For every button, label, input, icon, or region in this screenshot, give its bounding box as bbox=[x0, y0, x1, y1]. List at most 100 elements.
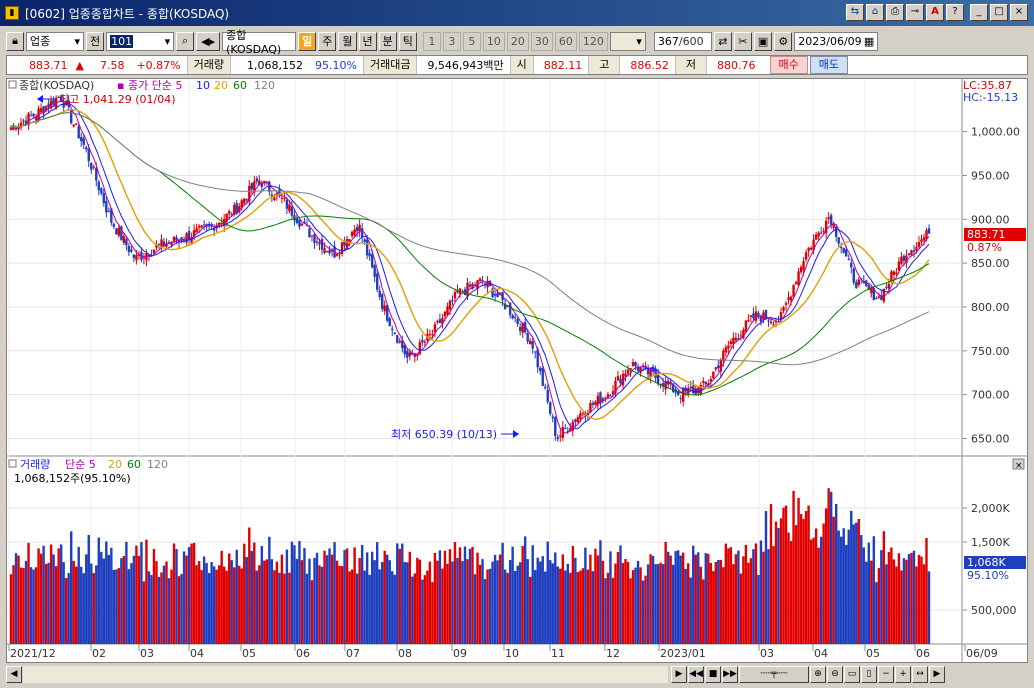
period-tick-button[interactable]: 틱 bbox=[398, 31, 417, 51]
split-icon[interactable]: ▯ bbox=[861, 665, 877, 683]
volume-bar bbox=[240, 568, 243, 644]
interval-30-button[interactable]: 30 bbox=[530, 31, 553, 51]
ma20-line bbox=[10, 108, 930, 421]
scroll-track[interactable] bbox=[23, 665, 668, 683]
interval-3-button[interactable]: 3 bbox=[442, 31, 461, 51]
volume-bar bbox=[697, 552, 700, 644]
candle-body bbox=[534, 351, 537, 353]
period-year-button[interactable]: 년 bbox=[358, 31, 377, 51]
print-icon[interactable]: ⎙ bbox=[886, 4, 904, 21]
candle-body bbox=[100, 188, 103, 194]
count-input[interactable]: 367/600 bbox=[653, 31, 712, 51]
scroll-right-icon[interactable]: ▶ bbox=[929, 665, 945, 683]
fast-forward-icon[interactable]: ▶▶ bbox=[722, 665, 738, 683]
price-volume-chart[interactable]: 종합(KOSDAQ) ▪ 종가 단순 5 10 20 60 120 LC:35.… bbox=[7, 79, 1027, 662]
volume-bar bbox=[872, 536, 876, 644]
stop-icon[interactable]: ■ bbox=[705, 665, 721, 683]
volume-bar bbox=[243, 543, 246, 644]
candle-body bbox=[165, 243, 168, 247]
zoom-in-icon[interactable]: ⊕ bbox=[810, 665, 826, 683]
code-input[interactable]: 101 ▾ bbox=[106, 31, 175, 51]
maximize-icon[interactable]: □ bbox=[990, 4, 1008, 21]
candle-body bbox=[912, 250, 916, 252]
home-icon[interactable]: ⌂ bbox=[866, 4, 884, 21]
plus-icon[interactable]: + bbox=[895, 665, 911, 683]
lock-icon[interactable]: 🔒︎ bbox=[6, 31, 24, 51]
volume-bar bbox=[433, 552, 437, 644]
candle-body bbox=[544, 386, 547, 389]
volume-bar bbox=[54, 566, 58, 644]
scissors-icon[interactable]: ✂ bbox=[733, 31, 752, 51]
date-input[interactable]: 2023/06/09 ▦ bbox=[794, 31, 879, 51]
candle-body bbox=[784, 303, 788, 305]
interval-20-button[interactable]: 20 bbox=[506, 31, 529, 51]
help-icon[interactable]: ? bbox=[946, 4, 964, 21]
period-week-button[interactable]: 주 bbox=[318, 31, 337, 51]
zoom-slider[interactable]: ┄┄╤┄┄ bbox=[739, 665, 809, 683]
chevron-down-icon: ▾ bbox=[636, 34, 642, 48]
arrows-icon[interactable]: ⇄ bbox=[713, 31, 732, 51]
chart-area[interactable]: 종합(KOSDAQ) ▪ 종가 단순 5 10 20 60 120 LC:35.… bbox=[6, 78, 1028, 663]
volume-bar bbox=[90, 563, 93, 644]
layout-icon[interactable]: ▭ bbox=[844, 665, 860, 683]
save-icon[interactable]: ▣ bbox=[753, 31, 773, 51]
scroll-left-icon[interactable]: ◀ bbox=[6, 665, 22, 683]
arrows-icon[interactable]: ↔ bbox=[912, 665, 928, 683]
period-minute-button[interactable]: 분 bbox=[378, 31, 397, 51]
x-tick-label: 05 bbox=[242, 647, 256, 660]
period-month-button[interactable]: 월 bbox=[338, 31, 357, 51]
link-icon[interactable]: ⇆ bbox=[846, 4, 864, 21]
volume-bar bbox=[528, 576, 532, 644]
volume-bar bbox=[451, 561, 454, 644]
interval-1-button[interactable]: 1 bbox=[422, 31, 441, 51]
prev-button[interactable]: 전 bbox=[86, 31, 105, 51]
interval-60-button[interactable]: 60 bbox=[554, 31, 577, 51]
play-icon[interactable]: ▶ bbox=[671, 665, 687, 683]
interval-custom-select[interactable]: ▾ bbox=[609, 31, 646, 51]
candle-body bbox=[832, 223, 835, 229]
volume-bar bbox=[115, 569, 118, 644]
high-marker: 최고 1,041.29 (01/04) bbox=[37, 93, 176, 106]
volume-bar bbox=[676, 550, 680, 644]
candle-body bbox=[882, 288, 886, 302]
period-day-button[interactable]: 일 bbox=[298, 31, 317, 51]
volume-bar bbox=[915, 566, 918, 644]
chart-app-icon: ▮ bbox=[5, 6, 19, 20]
interval-120-button[interactable]: 120 bbox=[578, 31, 608, 51]
pane-close-icon[interactable] bbox=[1012, 458, 1025, 470]
candle-body bbox=[559, 435, 562, 437]
chart-scrollbar[interactable]: ◀ ▶ ◀◀ ■ ▶▶ ┄┄╤┄┄ ⊕ ⊖ ▭ ▯ − + ↔ ▶ bbox=[6, 664, 1028, 684]
volume-pane-collapse-icon[interactable] bbox=[8, 459, 17, 468]
zoom-out-icon[interactable]: ⊖ bbox=[827, 665, 843, 683]
volume-bar bbox=[343, 549, 346, 644]
candle-body bbox=[85, 147, 88, 150]
font-a-icon[interactable]: A bbox=[926, 4, 944, 21]
buy-button[interactable]: 매수 bbox=[769, 56, 808, 74]
speaker-icon[interactable]: ◀▸ bbox=[196, 31, 221, 51]
volume-bar bbox=[523, 536, 527, 644]
candle-body bbox=[431, 334, 434, 336]
candle-body bbox=[754, 311, 758, 321]
pin-icon[interactable]: ⊸ bbox=[906, 4, 924, 21]
candle-body bbox=[687, 388, 690, 395]
candle-body bbox=[220, 222, 223, 224]
volume-bar bbox=[443, 550, 447, 644]
volume-bar bbox=[263, 560, 266, 644]
settings-icon[interactable]: ⚙ bbox=[774, 31, 793, 51]
minimize-icon[interactable]: _ bbox=[970, 4, 988, 21]
rewind-icon[interactable]: ◀◀ bbox=[688, 665, 704, 683]
sell-button[interactable]: 매도 bbox=[809, 56, 849, 74]
market-select[interactable]: 업종 ▾ bbox=[26, 31, 84, 51]
interval-10-button[interactable]: 10 bbox=[482, 31, 505, 51]
search-icon[interactable]: ⌕ bbox=[176, 31, 195, 51]
minus-icon[interactable]: − bbox=[878, 665, 894, 683]
pane-collapse-icon[interactable] bbox=[8, 80, 17, 89]
candle-body bbox=[907, 253, 911, 256]
volume-bar bbox=[809, 539, 813, 644]
close-icon[interactable]: × bbox=[1010, 4, 1028, 21]
interval-5-button[interactable]: 5 bbox=[462, 31, 481, 51]
volume-ma120-legend: 120 bbox=[147, 458, 168, 471]
volume-bar bbox=[205, 563, 208, 644]
candle-body bbox=[19, 122, 23, 128]
volume-bar bbox=[604, 578, 607, 644]
